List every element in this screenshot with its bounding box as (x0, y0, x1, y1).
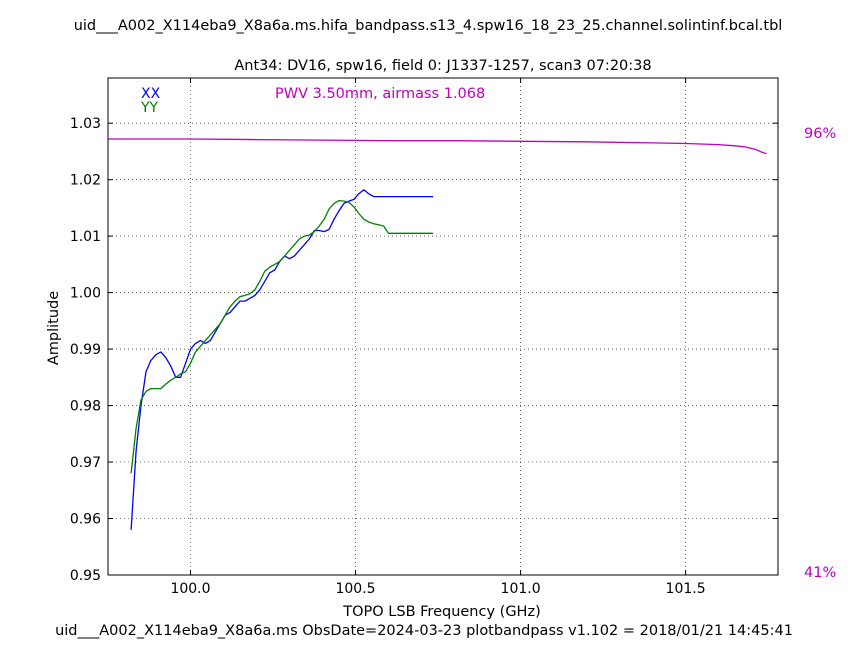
atm-percent-bottom: 41% (804, 565, 836, 581)
y-tick-label: 1.00 (70, 286, 101, 302)
pwv-annotation: PWV 3.50mm, airmass 1.068 (275, 86, 485, 102)
x-tick-label: 100.5 (335, 581, 375, 597)
x-axis-label: TOPO LSB Frequency (GHz) (342, 604, 540, 620)
x-ticks: 100.0 100.5 101.0 101.5 (170, 78, 706, 597)
plot-frame (107, 77, 779, 576)
x-tick-label: 101.5 (666, 581, 706, 597)
chart-title: uid___A002_X114eba9_X8a6a.ms.hifa_bandpa… (74, 18, 783, 34)
grid (108, 78, 778, 576)
atm-percent-top: 96% (804, 126, 836, 142)
y-tick-label: 0.98 (70, 399, 101, 415)
footer-text: uid___A002_X114eba9_X8a6a.ms ObsDate=202… (55, 623, 793, 639)
y-tick-label: 1.02 (70, 173, 101, 189)
y-tick-label: 1.03 (70, 116, 101, 132)
xx-series-line (130, 189, 434, 530)
y-axis-label: Amplitude (46, 291, 62, 365)
y-tick-label: 0.95 (70, 568, 101, 584)
atmosphere-transmission-line (108, 138, 767, 155)
yy-series-line (130, 199, 434, 474)
legend-xx-label: XX (141, 86, 161, 102)
y-tick-label: 0.99 (70, 342, 101, 358)
y-ticks: 0.95 0.96 0.97 0.98 0.99 1.00 1.01 1.02 1.03 (70, 116, 778, 584)
y-tick-label: 0.97 (70, 455, 101, 471)
x-tick-label: 100.0 (170, 581, 210, 597)
chart-subtitle: Ant34: DV16, spw16, field 0: J1337-1257,… (234, 58, 651, 74)
x-tick-label: 101.0 (501, 581, 541, 597)
legend-yy-label: YY (140, 100, 159, 116)
series-layer (108, 138, 767, 530)
y-tick-label: 1.01 (70, 229, 101, 245)
y-tick-label: 0.96 (70, 512, 101, 528)
